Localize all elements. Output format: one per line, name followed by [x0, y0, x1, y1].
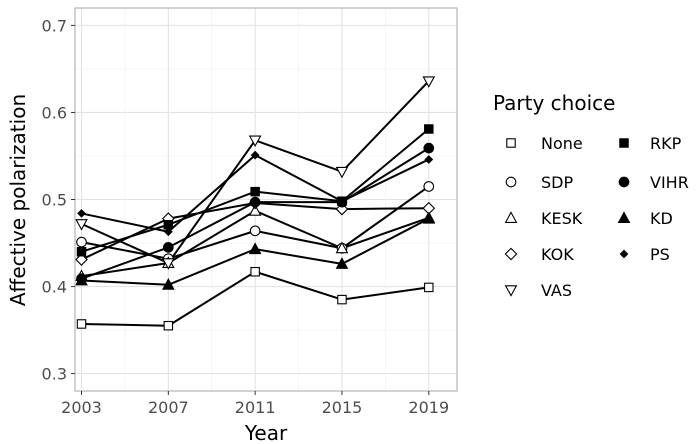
- legend-label-vihr: VIHR: [650, 173, 689, 192]
- legend-label-vas: VAS: [541, 281, 572, 300]
- point-rkp: [424, 124, 434, 134]
- point-sdp: [249, 225, 261, 237]
- point-none: [250, 266, 260, 277]
- point-none: [337, 294, 347, 305]
- point-rkp: [76, 246, 87, 257]
- point-ps: [424, 155, 434, 164]
- legend-label-kok: KOK: [541, 245, 574, 264]
- point-kok: [75, 253, 88, 266]
- point-kd: [422, 211, 436, 224]
- point-none: [424, 282, 434, 293]
- legend-label-rkp: RKP: [650, 134, 682, 153]
- point-ps: [250, 150, 260, 160]
- point-kesk: [335, 241, 349, 254]
- grid: [75, 8, 457, 391]
- legend-key-kesk: [504, 211, 518, 223]
- point-kd: [248, 242, 262, 255]
- point-sdp: [423, 181, 435, 192]
- point-sdp: [76, 236, 87, 248]
- point-vihr: [423, 142, 435, 154]
- legend-key-vas: [504, 285, 518, 297]
- point-vas: [422, 76, 436, 88]
- legend: None SDP KESK KOK VAS RKP VIHR KD PS: [504, 134, 689, 300]
- point-vas: [161, 258, 175, 270]
- point-kesk: [248, 204, 262, 216]
- legend-title: Party choice: [493, 91, 615, 115]
- point-kd: [75, 273, 88, 286]
- point-ps: [337, 196, 347, 206]
- series-markers: [75, 76, 436, 331]
- point-kd: [335, 257, 349, 269]
- x-axis-ticks: 2003 2007 2011 2015 2019: [61, 391, 449, 417]
- point-rkp: [250, 186, 260, 197]
- y-tick-label: 0.5: [42, 191, 67, 210]
- point-ps: [77, 209, 86, 218]
- point-vas: [75, 219, 88, 231]
- x-axis-title: Year: [244, 421, 288, 444]
- point-vas: [248, 135, 262, 148]
- point-vas: [335, 166, 349, 179]
- legend-label-kesk: KESK: [541, 209, 583, 228]
- y-axis-ticks: 0.3 0.4 0.5 0.6 0.7: [42, 16, 75, 384]
- legend-key-ps: [619, 249, 629, 259]
- legend-key-rkp: [619, 138, 629, 148]
- x-tick-label: 2015: [322, 398, 363, 417]
- legend-key-kok: [504, 247, 518, 261]
- legend-key-vihr: [618, 176, 630, 188]
- y-tick-label: 0.6: [42, 103, 67, 122]
- legend-label-none: None: [541, 134, 583, 153]
- x-tick-label: 2007: [148, 398, 189, 417]
- x-tick-label: 2003: [61, 398, 102, 417]
- point-kd: [162, 278, 175, 290]
- x-tick-label: 2019: [408, 398, 449, 417]
- legend-key-kd: [617, 211, 631, 223]
- y-tick-label: 0.4: [42, 278, 67, 297]
- y-tick-label: 0.3: [42, 365, 67, 384]
- y-axis-title: Affective polarization: [6, 94, 30, 306]
- point-kok: [335, 202, 349, 216]
- y-tick-label: 0.7: [42, 16, 67, 35]
- x-tick-label: 2011: [235, 398, 276, 417]
- point-vihr: [162, 242, 174, 253]
- legend-label-ps: PS: [650, 245, 670, 264]
- point-none: [76, 319, 87, 329]
- legend-label-kd: KD: [650, 209, 673, 228]
- legend-key-none: [506, 138, 516, 148]
- legend-key-sdp: [505, 176, 517, 188]
- legend-label-sdp: SDP: [541, 173, 573, 192]
- point-ps: [163, 227, 173, 237]
- point-vihr: [249, 196, 261, 208]
- point-none: [163, 320, 174, 331]
